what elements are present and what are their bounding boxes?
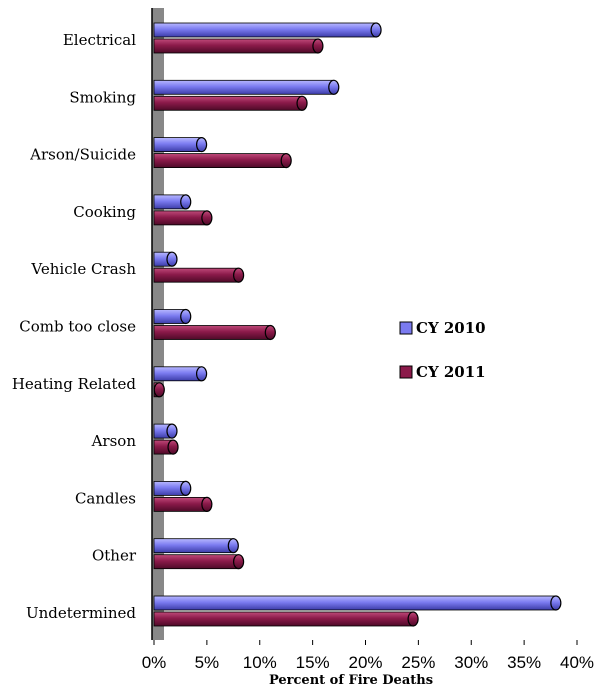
- bar-cy2011: [153, 267, 239, 283]
- bar-cy2011: [153, 325, 271, 340]
- legend-swatch: [399, 365, 413, 379]
- bar-cy2011: [153, 210, 208, 226]
- category-label: Comb too close: [19, 318, 136, 336]
- bar-end-cap: [167, 439, 179, 455]
- bar-cy2011: [153, 496, 208, 512]
- bar-end-cap: [550, 595, 562, 611]
- category-label: Candles: [75, 489, 136, 507]
- x-tick-label: 10%: [243, 653, 277, 672]
- x-axis-title: Percent of Fire Deaths: [269, 673, 433, 688]
- bar-end-cap: [195, 137, 208, 153]
- bar-end-cap: [201, 210, 213, 226]
- bar-cy2010: [153, 137, 202, 153]
- bar-cy2010: [153, 366, 202, 382]
- category-label: Undetermined: [26, 604, 136, 622]
- x-tick-label: 15%: [296, 653, 330, 672]
- category-label: Arson/Suicide: [29, 146, 136, 164]
- bar-end-cap: [166, 423, 178, 439]
- category-label: Smoking: [69, 88, 136, 106]
- bar-end-cap: [312, 38, 324, 54]
- bar-end-cap: [328, 79, 340, 95]
- legend-label: CY 2011: [416, 363, 486, 381]
- bar-cy2010: [153, 595, 557, 611]
- bar-end-cap: [153, 382, 165, 398]
- x-tick-label: 25%: [401, 653, 435, 672]
- bar-cy2011: [153, 95, 303, 111]
- category-label: Vehicle Crash: [30, 260, 136, 278]
- bar-end-cap: [180, 308, 192, 325]
- legend-swatch: [399, 321, 413, 335]
- bar-cy2010: [153, 79, 335, 95]
- bar-end-cap: [264, 324, 276, 341]
- x-tick-label: 30%: [454, 653, 488, 672]
- bar-end-cap: [180, 480, 192, 496]
- bar-end-cap: [180, 194, 192, 210]
- bar-end-cap: [296, 95, 308, 111]
- bar-end-cap: [201, 496, 213, 512]
- category-label: Arson: [91, 432, 137, 450]
- bar-end-cap: [233, 554, 245, 570]
- category-labels: Electrical Smoking Arson/Suicide Cooking Veh…: [12, 31, 137, 622]
- bar-cy2010: [153, 22, 377, 38]
- bar-end-cap: [195, 366, 208, 382]
- bar-cy2011: [153, 554, 239, 570]
- category-label: Cooking: [73, 203, 136, 221]
- bar-cy2011: [153, 611, 414, 627]
- category-label: Heating Related: [12, 375, 137, 393]
- category-label: Electrical: [63, 31, 136, 49]
- bar-cy2010: [153, 538, 234, 554]
- legend: CY 2010 CY 2011: [399, 319, 486, 381]
- category-label: Other: [92, 547, 137, 565]
- bar-cy2011: [153, 38, 319, 54]
- x-tick-label: 5%: [195, 653, 220, 672]
- bar-end-cap: [233, 267, 245, 283]
- legend-label: CY 2010: [416, 319, 486, 337]
- x-tick-labels: 0% 5% 10% 15% 20% 25% 30% 35% 40%: [142, 640, 594, 672]
- x-tick-label: 0%: [142, 653, 167, 672]
- bar-end-cap: [166, 251, 178, 267]
- bar-end-cap: [227, 538, 239, 554]
- x-tick-label: 40%: [560, 653, 594, 672]
- bar-end-cap: [280, 153, 292, 169]
- bar-end-cap: [407, 611, 419, 627]
- x-tick-label: 35%: [507, 653, 541, 672]
- bar-end-cap: [370, 22, 382, 38]
- x-tick-label: 20%: [348, 653, 382, 672]
- bar-cy2011: [153, 153, 287, 169]
- bar-layer: [153, 22, 562, 627]
